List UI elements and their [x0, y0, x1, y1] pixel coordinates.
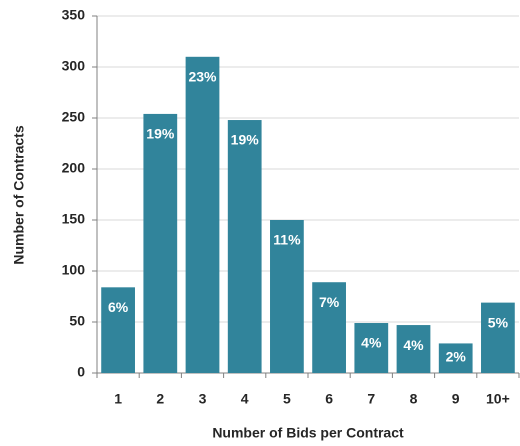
- bar: [354, 323, 389, 373]
- y-tick-label: 350: [62, 7, 86, 23]
- bar: [312, 282, 346, 373]
- y-tick-label: 150: [62, 211, 86, 227]
- bar-label: 19%: [146, 126, 175, 142]
- y-tick-label: 50: [69, 313, 85, 329]
- bar-label: 7%: [319, 294, 340, 310]
- y-tick-label: 0: [77, 364, 85, 380]
- bar: [143, 113, 178, 374]
- x-tick-label: 10+: [486, 391, 510, 407]
- y-axis-title: Number of Contracts: [11, 125, 27, 264]
- bar-label: 19%: [231, 132, 260, 148]
- bar-label: 6%: [108, 299, 129, 315]
- x-tick-label: 2: [156, 391, 164, 407]
- bar-label: 4%: [403, 337, 424, 353]
- x-tick-label: 9: [452, 391, 460, 407]
- y-tick-label: 200: [62, 160, 86, 176]
- x-tick-label: 4: [241, 391, 249, 407]
- bar-label: 5%: [488, 314, 509, 330]
- y-tick-label: 250: [62, 109, 86, 125]
- bar: [227, 120, 262, 373]
- x-axis-title: Number of Bids per Contract: [212, 425, 404, 441]
- y-tick-label: 100: [62, 262, 86, 278]
- bar-label: 11%: [273, 232, 301, 248]
- x-tick-label: 6: [325, 391, 333, 407]
- bar-label: 23%: [188, 69, 217, 85]
- x-tick-label: 7: [367, 391, 375, 407]
- bar: [185, 56, 220, 374]
- bar: [270, 220, 304, 373]
- bar: [481, 302, 515, 373]
- bar: [101, 287, 135, 373]
- x-tick-label: 1: [114, 391, 122, 407]
- bar: [438, 343, 473, 373]
- bar: [396, 325, 431, 373]
- y-tick-label: 300: [62, 58, 86, 74]
- x-tick-label: 8: [410, 391, 418, 407]
- x-tick-label: 5: [283, 391, 291, 407]
- bar-label: 2%: [446, 349, 467, 365]
- x-tick-label: 3: [199, 391, 207, 407]
- bar-label: 4%: [361, 335, 382, 351]
